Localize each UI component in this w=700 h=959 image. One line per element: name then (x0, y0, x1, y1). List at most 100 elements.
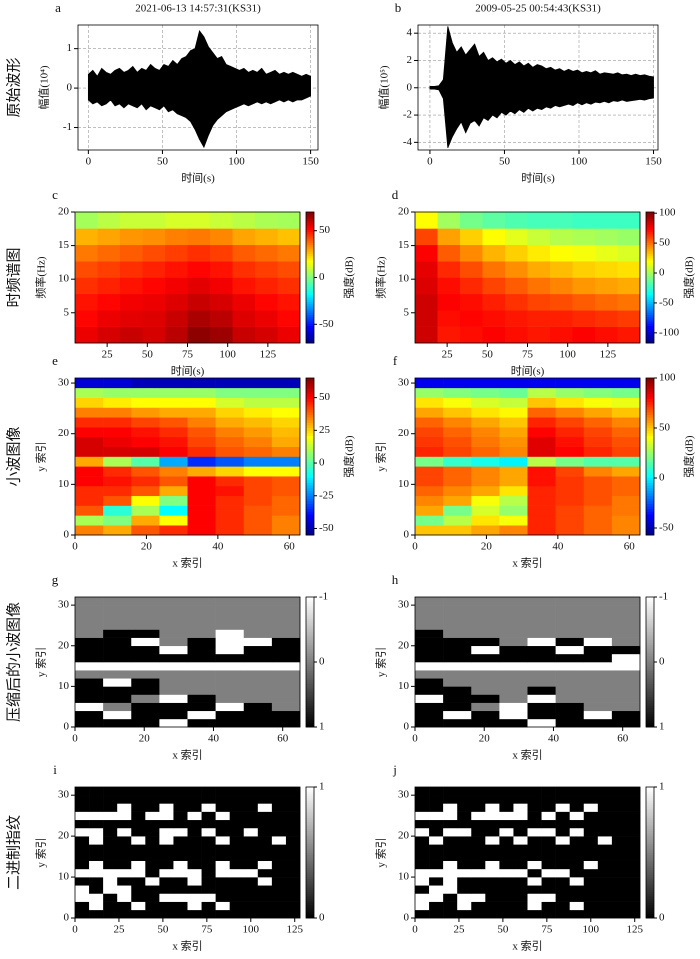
heat-cell (103, 909, 118, 919)
heat-cell (415, 827, 430, 837)
heat-cell (232, 261, 256, 278)
colorbar-swatch (646, 889, 654, 893)
colorbar-swatch (646, 388, 654, 392)
heat-cell (131, 819, 146, 829)
heat-cell (277, 261, 301, 278)
heat-cell (499, 605, 528, 614)
heat-cell (443, 378, 472, 389)
heat-cell (555, 909, 570, 919)
colorbar-swatch (646, 225, 654, 228)
heat-cell (527, 819, 542, 829)
heat-cell (271, 819, 287, 829)
colorbar-swatch (646, 696, 654, 700)
heat-cell (187, 378, 216, 389)
colorbar-swatch (646, 610, 654, 613)
colorbar-swatch (646, 802, 654, 805)
colorbar-swatch (646, 284, 654, 287)
colorbar-swatch (306, 800, 314, 803)
colorbar-swatch (646, 797, 654, 801)
heat-cell (271, 860, 287, 870)
heat-cell (75, 427, 104, 438)
heat-cell (471, 436, 500, 447)
colorbar-swatch (306, 804, 314, 808)
heat-cell (555, 893, 570, 902)
x-tick-label: 25 (113, 924, 125, 936)
colorbar-swatch (646, 620, 654, 624)
heat-cell (103, 645, 132, 655)
colorbar-swatch (306, 466, 314, 470)
heat-cell (625, 844, 641, 853)
heat-cell (255, 261, 278, 278)
colorbar-swatch (306, 806, 314, 810)
colorbar-swatch (646, 909, 654, 912)
heat-cell (611, 710, 641, 720)
heat-cell (271, 893, 287, 902)
heat-cell (243, 378, 273, 389)
colorbar-swatch (646, 616, 654, 620)
heat-cell (415, 436, 444, 447)
heat-cell (142, 293, 166, 311)
colorbar-swatch (646, 789, 654, 792)
heat-cell (583, 515, 613, 526)
heat-cell (457, 868, 472, 878)
heat-cell (159, 702, 188, 712)
heat-cell (271, 417, 301, 428)
heat-cell (513, 795, 528, 804)
heat-cell (187, 597, 216, 606)
heat-cell (173, 885, 188, 894)
colorbar-swatch (646, 817, 654, 821)
heat-cell (499, 909, 514, 919)
colorbar-tick-label: 0 (319, 912, 325, 924)
colorbar-swatch (306, 636, 314, 639)
colorbar-swatch (646, 503, 654, 507)
heat-cell (159, 844, 174, 853)
heat-cell (555, 637, 585, 647)
heat-cell (617, 277, 641, 295)
colorbar-swatch (306, 456, 314, 460)
heat-cell (131, 505, 160, 516)
heat-cell (429, 877, 444, 886)
colorbar-swatch (306, 459, 314, 463)
heat-cell (215, 803, 230, 812)
heat-cell (583, 811, 599, 821)
colorbar-swatch (646, 711, 654, 715)
x-tick-label: 0 (412, 733, 418, 745)
heat-cell (555, 670, 585, 679)
colorbar-swatch (646, 605, 654, 609)
heat-cell (429, 893, 444, 902)
heat-cell (583, 787, 599, 796)
heat-cell (611, 678, 641, 687)
colorbar-swatch (646, 378, 654, 382)
heat-cell (103, 653, 132, 663)
heat-cell (117, 787, 132, 796)
heat-cell (243, 893, 259, 902)
heat-cell (131, 456, 160, 467)
heat-cell (271, 787, 287, 796)
colorbar-swatch (646, 524, 654, 528)
heat-cell (583, 456, 613, 467)
heat-cell (485, 795, 500, 804)
colorbar-swatch (306, 677, 314, 680)
y-tick-label: 15 (398, 239, 410, 251)
heat-cell (120, 293, 143, 311)
colorbar-swatch (646, 451, 654, 455)
heat-cell (550, 228, 573, 246)
colorbar-swatch (646, 904, 654, 908)
heat-cell (271, 686, 301, 695)
heat-cell (443, 427, 472, 438)
heat-cell (443, 868, 458, 878)
heat-cell (443, 787, 458, 796)
colorbar-swatch (646, 305, 654, 309)
heat-cell (583, 505, 613, 516)
heat-cell (555, 702, 585, 712)
heat-cell (471, 476, 500, 487)
heat-cell (437, 326, 461, 344)
colorbar-swatch (306, 603, 314, 607)
colorbar-swatch (646, 900, 654, 904)
heat-cell (145, 901, 160, 911)
colorbar-swatch (306, 477, 314, 481)
heat-cell (443, 836, 458, 845)
heat-cell (550, 326, 573, 344)
colorbar-swatch (306, 521, 314, 525)
colorbar-swatch (646, 638, 654, 641)
